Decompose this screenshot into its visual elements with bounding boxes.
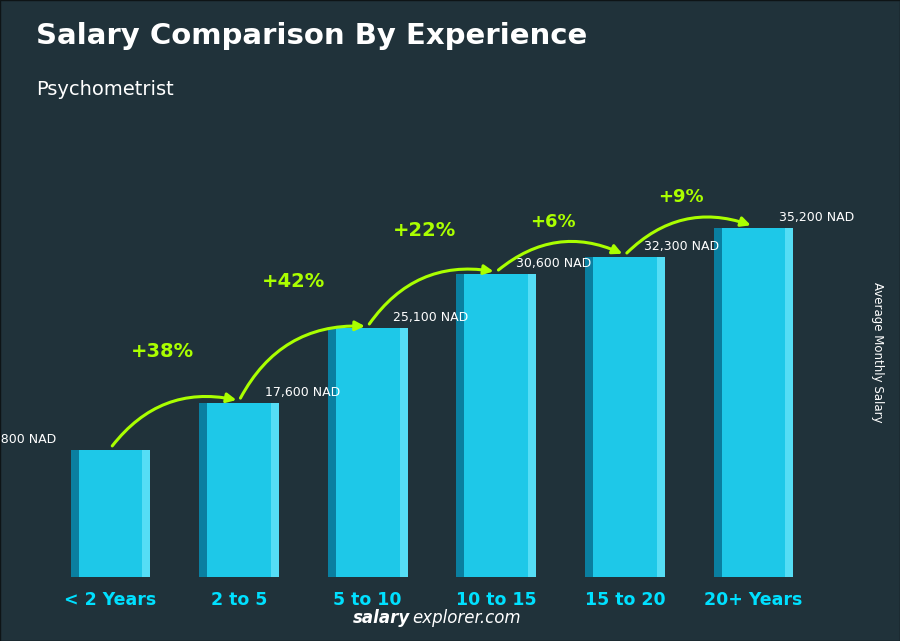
Bar	[657, 257, 665, 577]
Text: 25,100 NAD: 25,100 NAD	[393, 312, 469, 324]
Text: salary: salary	[353, 609, 410, 627]
Bar	[271, 403, 279, 577]
Text: Average Monthly Salary: Average Monthly Salary	[871, 282, 884, 423]
Bar	[786, 228, 793, 577]
Text: +6%: +6%	[530, 213, 576, 231]
Bar	[585, 257, 593, 577]
Bar	[328, 328, 408, 577]
Text: Psychometrist: Psychometrist	[36, 80, 174, 99]
Text: 17,600 NAD: 17,600 NAD	[265, 386, 340, 399]
Text: 12,800 NAD: 12,800 NAD	[0, 433, 57, 446]
Text: 32,300 NAD: 32,300 NAD	[644, 240, 719, 253]
Bar	[328, 328, 336, 577]
Text: 35,200 NAD: 35,200 NAD	[779, 212, 854, 224]
Bar	[714, 228, 793, 577]
Bar	[71, 450, 78, 577]
Text: +9%: +9%	[659, 188, 704, 206]
Bar	[71, 450, 150, 577]
Text: +38%: +38%	[130, 342, 194, 361]
Bar	[199, 403, 279, 577]
Bar	[714, 228, 722, 577]
Text: explorer.com: explorer.com	[412, 609, 521, 627]
Bar	[142, 450, 150, 577]
Bar	[528, 274, 536, 577]
Text: +22%: +22%	[392, 221, 456, 240]
Text: +42%: +42%	[262, 272, 325, 290]
Bar	[456, 274, 536, 577]
Bar	[456, 274, 464, 577]
Bar	[199, 403, 207, 577]
Text: 30,600 NAD: 30,600 NAD	[516, 257, 590, 270]
Bar	[400, 328, 408, 577]
Text: Salary Comparison By Experience: Salary Comparison By Experience	[36, 22, 587, 51]
Bar	[585, 257, 665, 577]
